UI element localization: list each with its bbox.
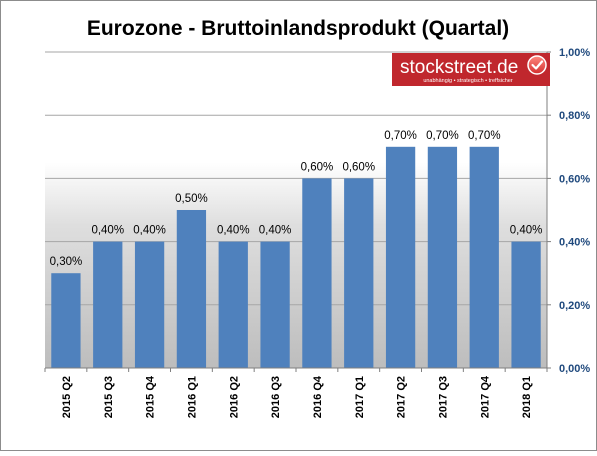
x-tick-label: 2016 Q2 <box>228 376 240 418</box>
checkmark-badge-icon <box>527 55 547 75</box>
data-labels: 0,30% 0,40% 0,40% 0,50% 0,40% 0,40% 0,60% 0,60%… <box>50 130 543 268</box>
data-label: 0,40% <box>133 225 166 237</box>
x-tick-label: 2016 Q4 <box>312 375 324 418</box>
plot-area <box>45 52 547 368</box>
data-label: 0,40% <box>217 225 250 237</box>
data-label: 0,40% <box>91 225 124 237</box>
data-label: 0,70% <box>384 130 417 142</box>
y-tick-label: 1,00% <box>559 47 590 59</box>
stockstreet-logo: stockstreet.de unabhängig • strategisch … <box>392 53 550 86</box>
logo-name: stockstreet.de <box>400 57 518 78</box>
data-label: 0,50% <box>175 193 208 205</box>
data-label: 0,40% <box>259 225 292 237</box>
bar-2017-q2 <box>385 146 416 368</box>
x-tick-label: 2017 Q1 <box>354 376 366 418</box>
bar-2015-q4 <box>134 241 165 368</box>
logo-background <box>392 53 550 86</box>
x-tick-label: 2015 Q3 <box>103 376 115 418</box>
data-label: 0,70% <box>426 130 459 142</box>
bar-2015-q3 <box>93 241 123 368</box>
data-label: 0,60% <box>342 161 375 173</box>
bar-2016-q2 <box>218 241 248 368</box>
data-label: 0,60% <box>301 161 334 173</box>
gridlines <box>45 51 547 306</box>
x-tick-label: 2015 Q2 <box>61 376 73 418</box>
x-tick-label: 2017 Q2 <box>396 376 408 418</box>
x-tick-label: 2017 Q4 <box>479 375 491 418</box>
x-tick-label: 2016 Q3 <box>270 376 282 418</box>
chart-title: Eurozone - Bruttoinlandsprodukt (Quartal… <box>87 17 509 40</box>
x-axis-ticks: 2015 Q2 2015 Q3 2015 Q4 2016 Q1 2016 Q2 2016 … <box>44 368 548 418</box>
data-label: 0,40% <box>510 225 543 237</box>
bar-2018-q1 <box>511 241 541 368</box>
bar-2016-q4 <box>302 178 332 368</box>
y-tick-label: 0,20% <box>559 300 590 312</box>
bar-2016-q3 <box>260 241 290 368</box>
y-tick-label: 0,00% <box>559 363 590 375</box>
bar-2015-q2 <box>51 273 81 368</box>
y-tick-label: 0,80% <box>559 110 590 122</box>
logo-tagline: unabhängig • strategisch • treffsicher <box>423 78 513 84</box>
x-tick-label: 2018 Q1 <box>521 376 533 418</box>
data-label: 0,70% <box>468 130 501 142</box>
x-tick-label: 2017 Q3 <box>437 376 449 418</box>
bar-2017-q4 <box>469 146 499 368</box>
x-tick-label: 2015 Q4 <box>145 375 157 418</box>
y-tick-label: 0,60% <box>559 173 590 185</box>
x-tick-label: 2016 Q1 <box>186 376 198 418</box>
bar-2017-q1 <box>344 178 374 368</box>
bars <box>51 146 541 368</box>
bar-2017-q3 <box>427 146 458 368</box>
data-label: 0,30% <box>50 256 83 268</box>
bar-2016-q1 <box>176 210 207 368</box>
y-tick-label: 0,40% <box>559 237 590 249</box>
y-axis-ticks: 0,00% 0,20% 0,40% 0,60% 0,80% 1,00% <box>547 47 590 375</box>
